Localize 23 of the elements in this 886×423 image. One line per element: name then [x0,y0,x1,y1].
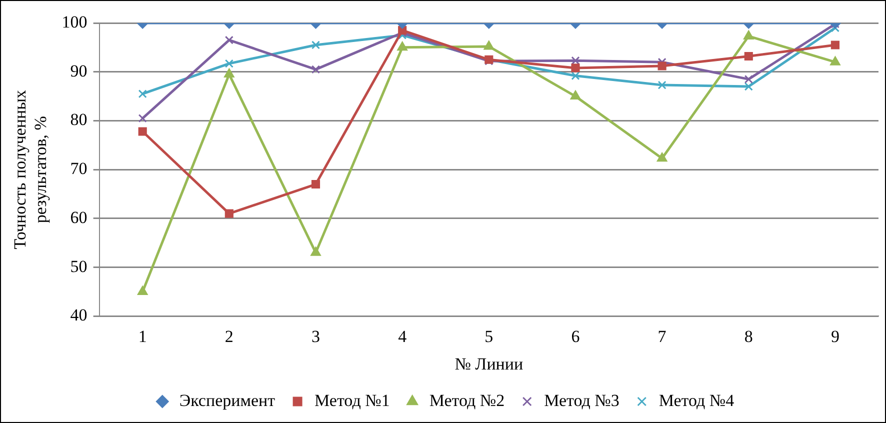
y-tick-label: 50 [70,256,88,276]
x-tick-label: 3 [311,326,320,346]
x-tick-label: 1 [138,326,147,346]
y-tick-label: 70 [70,159,88,178]
y-tick-label: 80 [70,110,88,130]
x-tick-label: 8 [744,326,753,346]
legend-label: Метод №3 [544,390,620,410]
x-tick-label: 7 [658,326,667,346]
y-tick-label: 90 [70,61,88,80]
y-axis-title: Точность полученных результатов, % [10,89,50,250]
x-tick-label: 6 [571,326,580,346]
y-tick-label: 40 [70,306,88,325]
legend-label: Метод №2 [429,390,505,410]
y-tick-label: 100 [62,12,88,32]
legend-label: Метод №1 [314,390,390,410]
x-tick-label: 5 [484,326,494,346]
legend-label: Метод №4 [658,390,735,410]
x-tick-label: 9 [830,326,840,346]
x-tick-label: 2 [224,326,234,346]
x-axis-title: № Линии [454,354,524,374]
legend-label: Эксперимент [179,390,276,410]
x-tick-label: 4 [398,326,408,346]
y-tick-label: 60 [70,208,88,227]
